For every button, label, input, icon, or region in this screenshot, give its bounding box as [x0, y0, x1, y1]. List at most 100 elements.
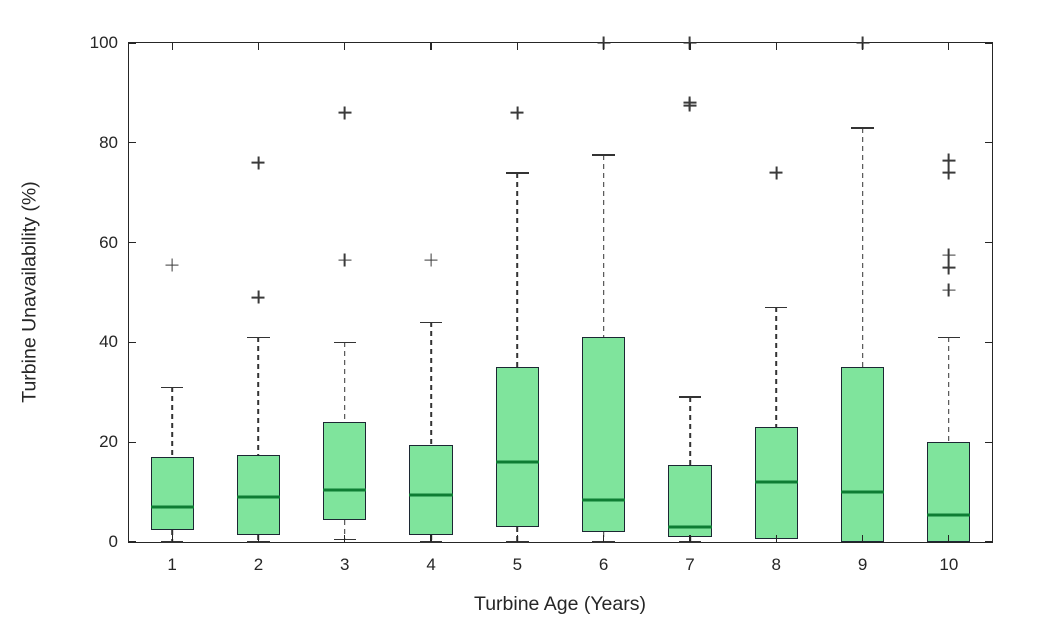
median-line: [840, 490, 885, 494]
y-tick-mirror: [985, 441, 992, 443]
y-tick-label: 20: [99, 432, 118, 452]
y-tick-mirror: [985, 541, 992, 543]
x-tick: [948, 535, 950, 542]
outlier-marker: [942, 248, 956, 262]
x-tick-label: 4: [426, 555, 436, 574]
outlier-marker: [769, 166, 783, 180]
outlier-cross-v: [343, 253, 346, 267]
median-line: [409, 493, 453, 497]
outlier-cross-v: [947, 261, 950, 275]
whisker-lower: [516, 527, 519, 542]
outlier-marker: [942, 153, 956, 167]
y-tick-mirror: [985, 341, 992, 344]
y-axis-label: Turbine Unavailability (%): [18, 181, 41, 403]
x-tick: [603, 535, 605, 542]
plot-area: 0 20 40 60 80 100 1 2 3 4 5 6 7 8 9 10: [90, 33, 993, 574]
median-line: [236, 495, 281, 499]
whisker-upper: [516, 172, 519, 368]
whisker-upper: [775, 307, 778, 428]
x-tick: [861, 535, 864, 542]
outlier-marker: [251, 156, 265, 170]
outlier-cross-v: [947, 248, 950, 262]
y-tick-label: 80: [99, 132, 118, 152]
x-tick-mirror: [861, 43, 864, 50]
whisker-cap-upper: [592, 154, 615, 157]
outlier-marker: [251, 290, 265, 304]
x-tick-label: 3: [340, 555, 350, 574]
whisker-upper: [948, 337, 950, 443]
x-tick-mirror: [430, 43, 432, 50]
x-tick: [516, 535, 518, 542]
whisker-cap-upper: [851, 127, 874, 129]
x-tick: [257, 535, 260, 542]
box-rect: [236, 454, 281, 535]
x-tick: [171, 535, 173, 542]
x-tick: [344, 535, 346, 542]
outlier-marker: [165, 258, 179, 272]
x-tick-label: 5: [512, 555, 523, 574]
outlier-marker: [338, 106, 352, 120]
y-tick: [129, 541, 136, 543]
y-tick-label: 100: [89, 33, 118, 52]
y-tick-label: 0: [108, 532, 118, 551]
y-tick: [129, 142, 136, 144]
whisker-cap-upper: [247, 336, 270, 339]
outlier-cross-v: [343, 106, 346, 120]
y-tick: [129, 441, 136, 443]
outlier-cross-v: [947, 283, 950, 297]
whisker-cap-upper: [765, 306, 788, 309]
box-rect: [323, 422, 367, 520]
whisker-cap-upper: [419, 321, 443, 324]
whisker-upper: [343, 342, 346, 423]
whisker-upper: [689, 397, 691, 465]
outlier-cross-v: [947, 153, 950, 167]
x-tick-mirror: [948, 43, 950, 50]
x-tick-mirror: [603, 43, 605, 50]
whisker-cap-upper: [678, 396, 702, 399]
whisker-upper: [861, 127, 864, 368]
x-tick-label: 1: [167, 555, 177, 574]
outlier-cross-v: [171, 258, 174, 272]
whisker-cap-upper: [506, 171, 529, 174]
box-rect: [927, 442, 971, 542]
outlier-cross-v: [257, 290, 260, 304]
whisker-upper: [602, 155, 605, 338]
x-tick-label: 7: [685, 555, 695, 574]
y-tick: [129, 341, 136, 344]
x-tick-label: 8: [771, 555, 781, 574]
x-tick-label: 10: [939, 555, 959, 574]
x-tick-mirror: [516, 43, 518, 50]
y-tick-mirror: [985, 142, 992, 144]
outlier-cross-v: [516, 106, 519, 120]
median-line: [927, 513, 971, 517]
outlier-marker: [424, 253, 438, 267]
median-line: [668, 525, 712, 529]
y-tick: [129, 241, 136, 244]
box-rect: [409, 444, 453, 535]
x-axis-label: Turbine Age (Years): [474, 593, 646, 615]
median-line: [323, 488, 367, 492]
box-rect: [582, 337, 626, 533]
whisker-upper: [430, 322, 432, 445]
x-tick-mirror: [171, 43, 173, 50]
box-rect: [668, 464, 712, 537]
outlier-marker: [510, 106, 524, 120]
median-line: [150, 505, 194, 509]
x-tick-label: 6: [598, 555, 609, 574]
y-tick-label: 60: [99, 232, 118, 252]
whisker-lower: [343, 519, 346, 540]
y-tick-mirror: [985, 241, 992, 244]
y-tick: [129, 42, 136, 44]
outlier-cross-v: [689, 98, 691, 112]
y-tick-label: 40: [99, 332, 118, 352]
box-rect: [495, 367, 539, 528]
x-tick-mirror: [689, 43, 691, 50]
x-tick-label: 9: [857, 555, 868, 574]
whisker-cap-upper: [333, 341, 356, 344]
x-tick-mirror: [775, 43, 777, 50]
x-tick: [430, 535, 432, 542]
outlier-cross-v: [775, 166, 778, 180]
outlier-marker: [942, 261, 956, 275]
box-rect: [840, 367, 885, 542]
